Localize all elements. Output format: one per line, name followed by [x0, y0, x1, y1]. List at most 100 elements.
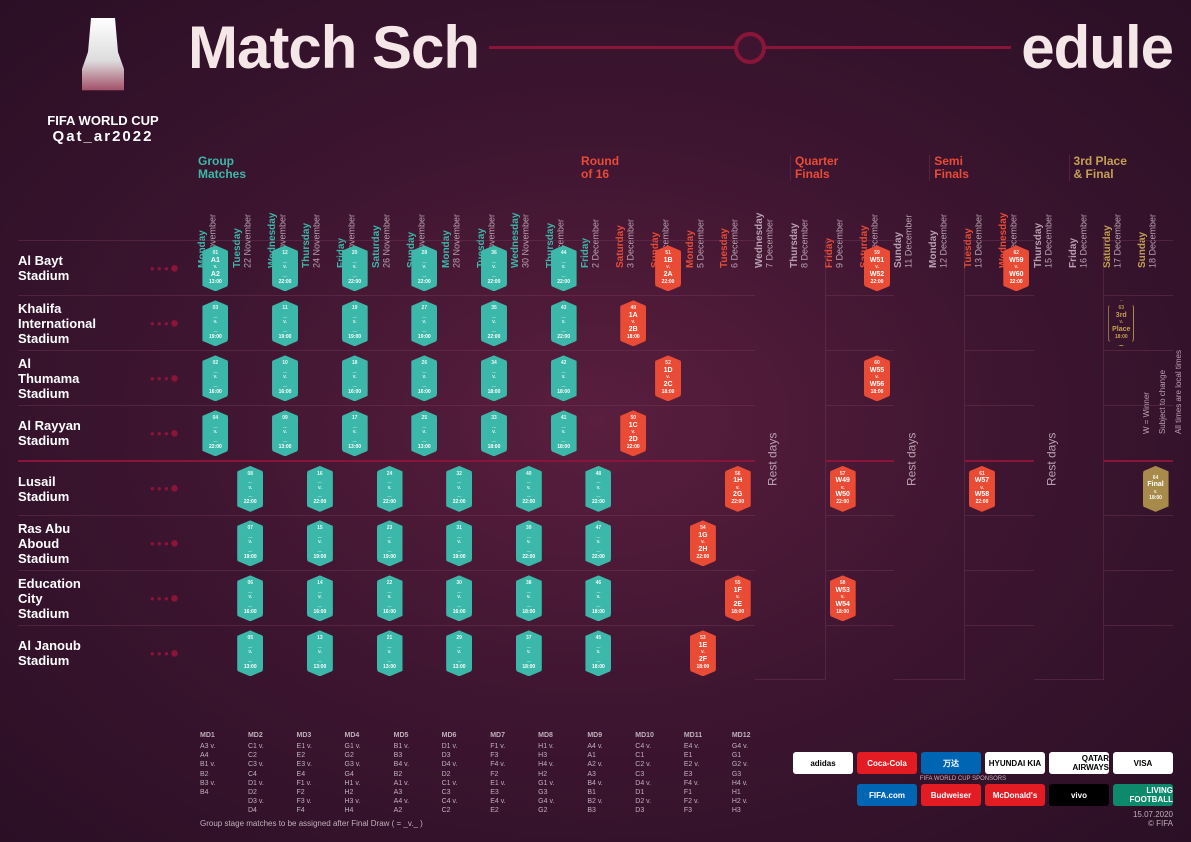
sponsor-0: adidas — [793, 752, 853, 774]
cell-r3-c19 — [860, 405, 895, 460]
match-59: 59W51v.W5222:00 — [864, 245, 890, 291]
footnote: Group stage matches to be assigned after… — [200, 819, 753, 828]
cell-r0-c13: 511Bv.2A22:00 — [651, 240, 686, 295]
cell-r7-c14: 531Ev.2F18:00 — [686, 625, 721, 680]
cell-r2-c15 — [720, 350, 755, 405]
match-54: 541Gv.2H22:00 — [690, 520, 716, 566]
cell-r7-c19 — [860, 625, 895, 680]
match-39: 39_v._22:00 — [516, 520, 542, 566]
cell-r7-c8 — [477, 625, 512, 680]
cell-r3-c15 — [720, 405, 755, 460]
sponsor-2: 万达 — [921, 752, 981, 774]
cell-r7-c13 — [651, 625, 686, 680]
cell-r2-c12 — [616, 350, 651, 405]
cell-r3-c12: 501Cv.2D22:00 — [616, 405, 651, 460]
cell-r1-c18 — [825, 295, 860, 350]
cell-r1-c19 — [860, 295, 895, 350]
rest-col-17 — [790, 240, 825, 680]
md-MD9: MD9A4 v. A1A2 v. A3B4 v. B1B2 v. B3 — [587, 731, 607, 815]
cell-r2-c18 — [825, 350, 860, 405]
cell-r7-c3: 13_v._13:00 — [302, 625, 337, 680]
sponsors-row2: FIFA.comBudweiserMcDonald'svivoLIVING FO… — [753, 784, 1173, 806]
cell-r6-c15: 551Fv.2E18:00 — [720, 570, 755, 625]
cell-r2-c6: 26_v._16:00 — [407, 350, 442, 405]
sponsor-10: LIVING FOOTBALL — [1113, 784, 1173, 806]
match-20: 20_v._22:00 — [342, 245, 368, 291]
cell-r6-c14 — [686, 570, 721, 625]
cell-r1-c4: 19_v._19:00 — [337, 295, 372, 350]
match-27: 27_v._19:00 — [411, 300, 437, 346]
cell-r7-c2 — [268, 625, 303, 680]
meta-date: 15.07.2020 — [1133, 810, 1173, 819]
cell-r4-c3: 16_v._22:00 — [302, 460, 337, 515]
stadium-6: EducationCityStadium● ● ● ⬣ — [18, 570, 198, 625]
cell-r0-c1 — [233, 240, 268, 295]
sponsor-8: McDonald's — [985, 784, 1045, 806]
md-MD5: MD5B1 v. B3B4 v. B2A1 v. A3A4 v. A2 — [394, 731, 414, 815]
match-30: 30_v._16:00 — [446, 575, 472, 621]
cell-r2-c3 — [302, 350, 337, 405]
cell-r2-c22 — [964, 350, 999, 405]
match-53: 531Ev.2F18:00 — [690, 630, 716, 676]
cell-r2-c23 — [999, 350, 1034, 405]
cell-r7-c9: 37_v._18:00 — [511, 625, 546, 680]
cell-r4-c9: 40_v._22:00 — [511, 460, 546, 515]
cell-r5-c14: 541Gv.2H22:00 — [686, 515, 721, 570]
cell-r0-c2: 12_v._22:00 — [268, 240, 303, 295]
cell-r2-c14 — [686, 350, 721, 405]
md-MD8: MD8H1 v. H3H4 v. H2G1 v. G3G4 v. G2 — [538, 731, 559, 815]
stage-final: 3rd Place& Final — [1069, 155, 1139, 181]
cell-r4-c6 — [407, 460, 442, 515]
stadium-3: Al RayyanStadium● ● ● ⬣ — [18, 405, 198, 460]
match-36: 36_v._22:00 — [481, 245, 507, 291]
cell-r2-c7 — [442, 350, 477, 405]
cell-r6-c7: 30_v._16:00 — [442, 570, 477, 625]
stadium-1: KhalifaInternationalStadium● ● ● ⬣ — [18, 295, 198, 350]
cell-r1-c27 — [1138, 295, 1173, 350]
cell-r1-c7 — [442, 295, 477, 350]
page-title: Match Sch edule — [188, 13, 1173, 82]
match-18: 18_v._16:00 — [342, 355, 368, 401]
md-MD7: MD7F1 v. F3F4 v. F2E1 v. E3E4 v. E2 — [490, 731, 510, 815]
sponsor-5: VISA — [1113, 752, 1173, 774]
cell-r5-c2 — [268, 515, 303, 570]
cell-r6-c26 — [1103, 570, 1138, 625]
cell-r0-c19: 59W51v.W5222:00 — [860, 240, 895, 295]
cell-r6-c8 — [477, 570, 512, 625]
sponsor-6: FIFA.com — [857, 784, 917, 806]
stage-labels: GroupMatches Roundof 16 QuarterFinals Se… — [18, 155, 1173, 181]
cell-r4-c5: 24_v._22:00 — [372, 460, 407, 515]
md-MD4: MD4G1 v. G2G3 v. G4H1 v. H2H3 v. H4 — [345, 731, 366, 815]
title-a: Match Sch — [188, 13, 479, 82]
match-47: 47_v._22:00 — [585, 520, 611, 566]
cell-r6-c3: 14_v._16:00 — [302, 570, 337, 625]
cell-r1-c5 — [372, 295, 407, 350]
title-b: edule — [1021, 13, 1173, 82]
match-57: 57W49v.W5022:00 — [830, 466, 856, 512]
cell-r0-c15 — [720, 240, 755, 295]
cell-r3-c18 — [825, 405, 860, 460]
cell-r3-c7 — [442, 405, 477, 460]
sponsor-4: QATAR AIRWAYS — [1049, 752, 1109, 774]
cell-r1-c14 — [686, 295, 721, 350]
cell-r0-c26 — [1103, 240, 1138, 295]
cell-r3-c14 — [686, 405, 721, 460]
stage-group: GroupMatches — [198, 155, 581, 181]
cell-r5-c19 — [860, 515, 895, 570]
cell-r7-c1: 05_v._13:00 — [233, 625, 268, 680]
cell-r1-c8: 35_v._22:00 — [477, 295, 512, 350]
cell-r2-c5 — [372, 350, 407, 405]
match-03: 03_v._19:00 — [202, 300, 228, 346]
cell-r2-c9 — [511, 350, 546, 405]
cell-r0-c0: 01A1v.A213:00 — [198, 240, 233, 295]
match-44: 44_v._22:00 — [551, 245, 577, 291]
cell-r6-c0 — [198, 570, 233, 625]
cell-r2-c1 — [233, 350, 268, 405]
match-19: 19_v._19:00 — [342, 300, 368, 346]
match-35: 35_v._22:00 — [481, 300, 507, 346]
cell-r4-c8 — [477, 460, 512, 515]
cell-r2-c10: 42_v._18:00 — [546, 350, 581, 405]
cell-r0-c12 — [616, 240, 651, 295]
cell-r7-c6 — [407, 625, 442, 680]
match-50: 501Cv.2D22:00 — [620, 410, 646, 456]
